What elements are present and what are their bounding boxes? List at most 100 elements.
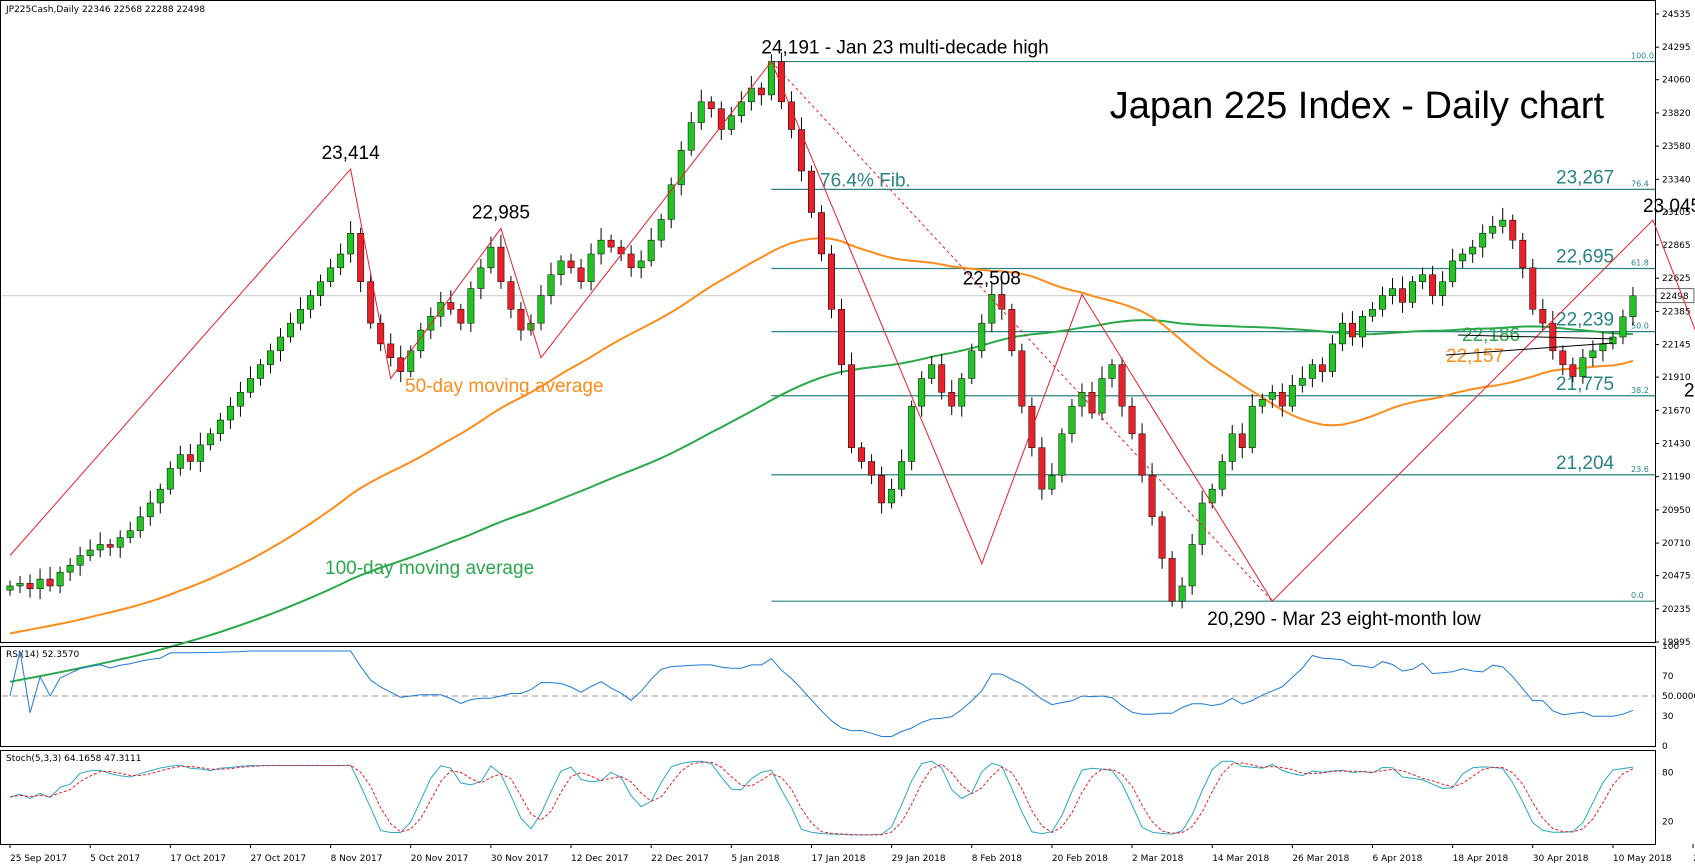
candle-body <box>447 302 455 310</box>
stoch-d-line <box>9 761 1634 836</box>
candle-body <box>1118 364 1126 407</box>
stoch-k-line <box>9 760 1634 836</box>
candle-body <box>1088 392 1096 414</box>
candle-body <box>1188 544 1196 587</box>
x-tick-label: 20 Feb 2018 <box>1052 854 1108 864</box>
ma50-value-label: 22,157 <box>1446 346 1504 367</box>
candle-body <box>1128 405 1136 435</box>
price-annotation: 21,914 <box>1684 381 1695 402</box>
candle-body <box>737 101 745 116</box>
x-tick-label: 20 Nov 2017 <box>411 854 469 864</box>
stoch-header: Stoch(5,3,3) 64.1658 47.3111 <box>6 754 141 764</box>
candle-body <box>888 488 896 504</box>
candle-body <box>777 61 785 103</box>
candle-body <box>1399 288 1406 303</box>
candle-body <box>477 267 485 289</box>
candle-body <box>1348 322 1356 338</box>
rsi-tick-label: 70 <box>1662 672 1674 682</box>
candle-body <box>1308 364 1316 379</box>
candle-body <box>797 129 805 172</box>
candle-body <box>828 253 835 310</box>
candle-body <box>988 294 996 324</box>
candle-body <box>46 578 54 587</box>
candle-body <box>457 309 465 324</box>
x-tick-label: 5 Oct 2017 <box>90 854 140 864</box>
candle-body <box>667 184 675 220</box>
x-tick-label: 26 Mar 2018 <box>1292 854 1349 864</box>
candle-body <box>317 281 325 296</box>
candle-body <box>928 364 936 379</box>
candle-body <box>387 343 395 358</box>
candle-body <box>1138 433 1146 476</box>
candle-body <box>1268 392 1276 400</box>
rsi-header: RSI(14) 52.3570 <box>6 650 79 660</box>
candle-body <box>577 267 585 282</box>
x-tick-label: 6 Apr 2018 <box>1372 854 1422 864</box>
candle-body <box>968 350 976 379</box>
candle-body <box>1619 316 1627 338</box>
rsi-line <box>9 650 1634 737</box>
candle-body <box>1248 405 1256 448</box>
candle-body <box>868 461 876 476</box>
candle-body <box>1359 315 1366 338</box>
candle-body <box>1008 309 1016 352</box>
candle-body <box>1529 267 1537 310</box>
candle-body <box>1539 309 1547 324</box>
candle-body <box>1509 219 1517 241</box>
candle-body <box>1258 398 1266 407</box>
candle-body <box>727 115 735 130</box>
candle-body <box>437 302 445 317</box>
candle-body <box>1228 433 1236 462</box>
y-tick-label: 23340 <box>1662 175 1691 185</box>
candle-body <box>6 585 14 591</box>
x-tick-label: 30 Apr 2018 <box>1533 854 1589 864</box>
y-tick-label: 22145 <box>1662 341 1691 351</box>
candle-body <box>858 447 866 462</box>
x-tick-label: 18 Apr 2018 <box>1453 854 1509 864</box>
candle-body <box>1519 239 1527 269</box>
fib-tag: 50.0 <box>1631 322 1649 331</box>
candle-body <box>958 378 966 407</box>
candle-body <box>1369 309 1376 317</box>
y-tick-label: 23580 <box>1662 142 1691 152</box>
candle-body <box>1449 260 1457 282</box>
ma50-pointer <box>1445 342 1613 356</box>
y-tick-label: 24060 <box>1662 76 1691 86</box>
candle-body <box>487 246 495 269</box>
candle-body <box>998 294 1006 310</box>
fib-tag: 23.6 <box>1631 465 1649 474</box>
x-tick-label: 8 Feb 2018 <box>972 854 1023 864</box>
candle-body <box>267 350 274 365</box>
candle-body <box>277 336 284 352</box>
fib-value-label: 22,239 <box>1556 310 1614 331</box>
candle-body <box>1058 433 1066 476</box>
main-frame <box>0 0 1656 643</box>
fib-tag: 0.0 <box>1631 591 1644 600</box>
ma50-line <box>9 237 1634 635</box>
candle-body <box>1158 516 1166 559</box>
candle-body <box>1108 364 1116 379</box>
candle-body <box>357 232 365 282</box>
candle-body <box>597 239 605 255</box>
candle-body <box>126 530 134 538</box>
candle-body <box>1218 461 1226 490</box>
x-tick-label: 25 Sep 2017 <box>10 854 67 864</box>
candle-body <box>96 544 104 551</box>
stoch-tick-label: 80 <box>1662 768 1674 778</box>
stochastic-panel: Stoch(5,3,3) 64.1658 47.3111 80 20 <box>0 750 1674 845</box>
candle-body <box>557 260 565 275</box>
candle-body <box>307 295 315 310</box>
candle-body <box>186 454 194 462</box>
candle-body <box>908 405 916 462</box>
candle-body <box>1569 364 1577 377</box>
candle-body <box>1409 281 1417 303</box>
fib-tag: 61.8 <box>1631 259 1649 268</box>
candle-body <box>1439 281 1447 296</box>
candle-body <box>467 288 475 324</box>
candle-body <box>206 433 214 446</box>
fib-value-label: 22,695 <box>1556 247 1614 268</box>
fib-value-label: 23,267 <box>1556 167 1614 188</box>
candle-body <box>1288 385 1296 407</box>
candle-body <box>16 582 24 587</box>
